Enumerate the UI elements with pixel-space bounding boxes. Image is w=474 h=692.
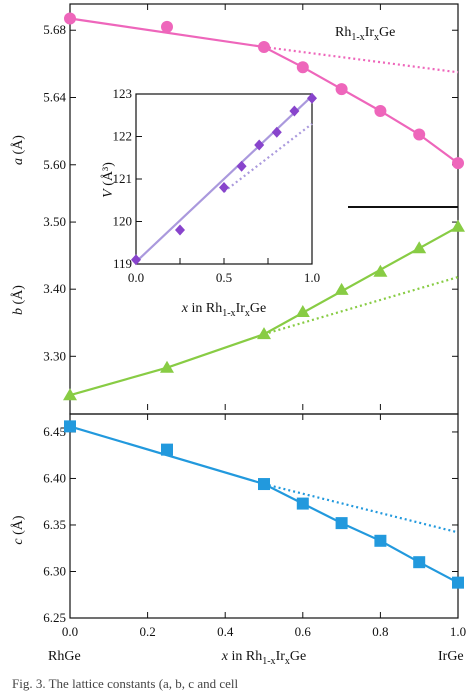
y-tick-label-c: 6.25	[43, 610, 66, 625]
inset-x-axis-label: x in Rh1-xIrxGe	[181, 301, 266, 319]
y-tick-label-V: 122	[113, 129, 133, 144]
data-point-a	[374, 104, 387, 117]
data-point-V	[254, 139, 265, 151]
y-tick-label-c: 6.35	[43, 517, 66, 532]
panel-c: 6.25 6.30 6.35 6.40 6.45 0.0 0.2 0.4 0.6 0.8 1.0	[43, 4, 466, 639]
c-axis-label: c (Å)	[10, 515, 26, 544]
data-point-c	[335, 517, 348, 530]
data-point-V	[131, 254, 141, 266]
data-point-a	[335, 83, 348, 96]
x-tick-label-c: 0.6	[295, 624, 312, 639]
y-tick-label-V: 123	[113, 86, 133, 101]
fit-line-dotted-b	[263, 276, 459, 336]
data-point-c	[64, 420, 76, 433]
panel-b: 3.30 3.40 3.50	[43, 214, 465, 401]
data-point-a	[413, 128, 426, 141]
a-axis-label: a (Å)	[10, 135, 26, 165]
x-tick-label-c: 0.2	[139, 624, 155, 639]
data-point-b	[63, 388, 77, 401]
data-point-b	[412, 241, 427, 254]
data-point-V	[175, 224, 185, 236]
data-point-V	[219, 182, 229, 193]
data-point-a	[452, 157, 464, 170]
y-tick-label-a: 5.68	[43, 22, 66, 37]
data-point-c	[374, 534, 387, 547]
x-tick-label-V: 0.0	[128, 270, 144, 285]
fit-line-V	[135, 95, 313, 263]
data-point-b	[334, 282, 349, 295]
y-tick-label-V: 121	[113, 171, 133, 186]
x-axis-label: x in Rh1-xIrxGe	[221, 649, 306, 667]
y-tick-label-c: 6.45	[43, 424, 66, 439]
data-point-V	[236, 160, 247, 172]
data-point-V	[271, 126, 282, 138]
inset-volume-panel: 119 120 121 122 123 0.0 0.5 1.0	[113, 86, 321, 285]
end-label-rhge: RhGe	[48, 649, 81, 664]
fit-line-dotted-V	[223, 122, 313, 193]
V-axis-label: V (Å³)	[100, 162, 116, 198]
end-label-irge: IrGe	[438, 649, 464, 664]
y-tick-label-c: 6.30	[43, 563, 66, 578]
lower-panel-frame	[69, 413, 459, 619]
x-tick-label-c: 0.4	[217, 624, 234, 639]
data-point-b	[373, 264, 388, 277]
figure-caption: Fig. 3. The lattice constants (a, b, c a…	[12, 676, 239, 691]
y-tick-label-b: 3.50	[43, 214, 66, 229]
compound-annotation: Rh1-xIrxGe	[335, 25, 395, 43]
x-tick-label-c: 0.8	[372, 624, 388, 639]
y-tick-label-b: 3.30	[43, 348, 66, 363]
x-tick-label-V: 0.5	[216, 270, 232, 285]
x-tick-label-c: 0.0	[62, 624, 78, 639]
data-point-V	[307, 92, 317, 104]
y-tick-label-a: 5.64	[43, 90, 66, 105]
fit-line-dotted-c	[263, 482, 459, 534]
data-point-a	[161, 20, 173, 33]
y-tick-label-V: 119	[113, 256, 132, 271]
y-tick-label-c: 6.40	[43, 470, 66, 485]
x-tick-label-V: 1.0	[304, 270, 320, 285]
data-point-a	[258, 41, 270, 54]
data-point-c	[413, 556, 426, 569]
data-point-c	[296, 497, 309, 510]
data-point-b	[160, 360, 174, 373]
fit-line-c	[69, 425, 459, 584]
data-point-c	[452, 576, 464, 589]
data-point-b	[451, 219, 465, 232]
data-point-a	[64, 12, 76, 25]
data-point-b	[257, 327, 271, 340]
data-point-c	[161, 443, 173, 456]
data-point-V	[289, 105, 300, 117]
panel-a: 5.60 5.64 5.68	[43, 12, 464, 172]
fit-line-dotted-a	[263, 45, 459, 74]
y-tick-label-a: 5.60	[43, 157, 66, 172]
y-tick-label-V: 120	[113, 214, 133, 229]
y-tick-label-b: 3.40	[43, 281, 66, 296]
data-point-c	[258, 478, 270, 491]
data-point-b	[295, 305, 310, 318]
data-point-a	[296, 61, 309, 74]
b-axis-label: b (Å)	[10, 285, 26, 315]
fit-line-b	[69, 225, 459, 397]
x-tick-label-c: 1.0	[450, 624, 466, 639]
